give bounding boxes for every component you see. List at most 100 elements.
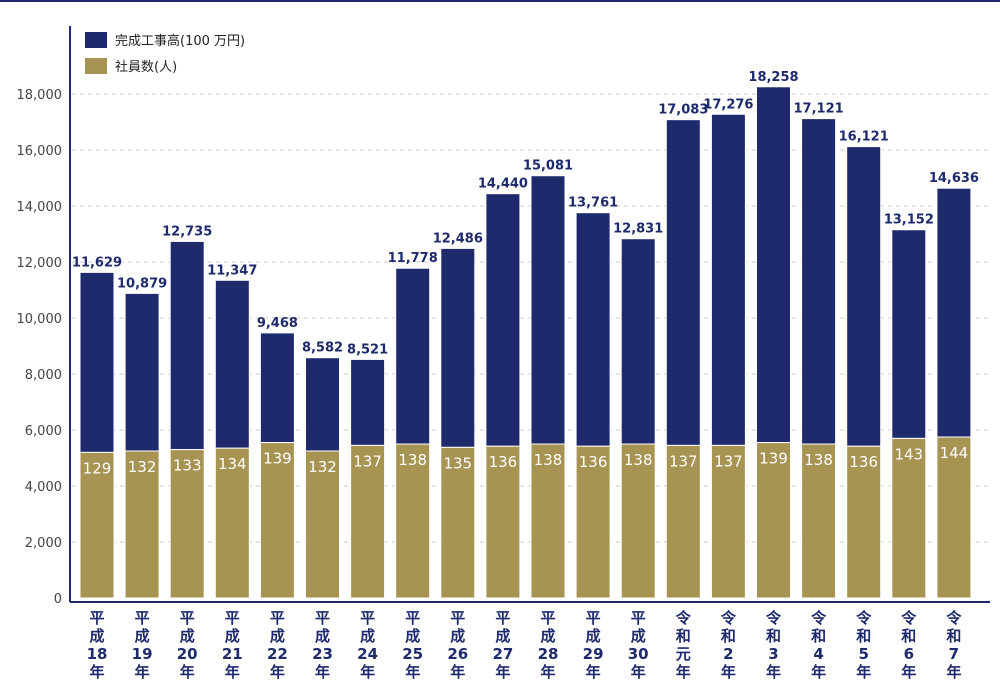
x-tick-label: 29	[583, 645, 604, 663]
y-axis-ticks: 0 2,000 4,000 6,000 8,000 10,000 12,000 14,000 1…	[17, 88, 63, 607]
x-tick-label: 令	[766, 609, 782, 627]
x-tick-label: 年	[676, 663, 691, 681]
y-tick-label: 12,000	[17, 256, 63, 271]
bar-sales	[440, 247, 476, 448]
x-tick-label: 3	[768, 645, 778, 663]
x-tick-label: 26	[447, 645, 468, 663]
bar-employees	[891, 437, 927, 599]
x-tick-label: 年	[901, 663, 916, 681]
bar-sales	[710, 113, 746, 446]
value-label-employees: 136	[849, 453, 878, 471]
legend-swatch-employees	[85, 58, 107, 74]
bar-employees	[124, 450, 160, 599]
x-tick-label: 平	[270, 609, 285, 627]
bar-sales	[575, 212, 611, 447]
x-tick-label: 年	[811, 663, 826, 681]
x-tick-label: 和	[766, 627, 781, 645]
x-tick-label: 5	[858, 645, 868, 663]
x-tick-label: 平	[450, 609, 465, 627]
bar-sales	[801, 118, 837, 445]
x-tick-label: 19	[132, 645, 153, 663]
x-tick-label: 年	[360, 663, 375, 681]
bar-sales	[891, 229, 927, 439]
y-tick-label: 8,000	[25, 368, 62, 383]
value-label-sales: 11,629	[72, 255, 122, 270]
x-tick-label: 成	[225, 627, 240, 645]
value-label-sales: 9,468	[257, 316, 298, 331]
y-tick-label: 14,000	[17, 200, 63, 215]
x-tick-label: 平	[631, 609, 646, 627]
y-tick-label: 16,000	[17, 144, 63, 159]
x-tick-label: 年	[89, 663, 104, 681]
top-rule	[0, 0, 1000, 2]
bar-sales	[665, 119, 701, 446]
x-tick-label: 和	[946, 627, 961, 645]
value-label-sales: 12,486	[433, 231, 483, 246]
value-label-sales: 17,083	[658, 103, 708, 118]
x-tick-label: 令	[946, 609, 962, 627]
x-tick-label: 21	[222, 645, 243, 663]
bars	[79, 86, 972, 599]
value-label-employees: 138	[804, 451, 833, 469]
x-tick-label: 年	[495, 663, 510, 681]
bar-employees	[214, 447, 250, 599]
x-tick-label: 和	[901, 627, 916, 645]
x-tick-label: 18	[87, 645, 108, 663]
y-tick-label: 0	[54, 592, 62, 607]
bar-employees	[846, 445, 882, 599]
x-tick-label: 平	[586, 609, 601, 627]
x-tick-label: 平	[405, 609, 420, 627]
x-tick-label: 成	[586, 627, 601, 645]
x-tick-label: 平	[225, 609, 240, 627]
bar-employees	[710, 444, 746, 599]
value-label-employees: 132	[128, 458, 157, 476]
bar-employees	[665, 444, 701, 599]
x-tick-label: 27	[492, 645, 513, 663]
x-tick-label: 30	[628, 645, 649, 663]
bar-sales	[214, 279, 250, 449]
bar-employees	[485, 445, 521, 599]
bar-employees	[259, 442, 295, 599]
x-tick-label: 和	[721, 627, 736, 645]
x-tick-label: 年	[405, 663, 420, 681]
bar-sales	[169, 240, 205, 451]
bar-employees	[756, 442, 791, 599]
value-label-employees: 137	[669, 452, 698, 470]
x-axis-labels: 平成18年平成19年平成20年平成21年平成22年平成23年平成24年平成25年…	[87, 609, 963, 681]
bar-sales	[79, 271, 115, 453]
x-tick-label: 年	[225, 663, 240, 681]
x-tick-label: 成	[270, 627, 285, 645]
x-tick-label: 年	[631, 663, 646, 681]
x-tick-label: 平	[135, 609, 150, 627]
x-tick-label: 4	[813, 645, 823, 663]
x-tick-label: 令	[901, 609, 917, 627]
x-tick-label: 成	[360, 627, 375, 645]
bar-employees	[395, 443, 431, 599]
x-tick-label: 23	[312, 645, 333, 663]
x-tick-label: 2	[723, 645, 733, 663]
x-tick-label: 平	[315, 609, 330, 627]
value-label-employees: 144	[940, 444, 969, 462]
x-tick-label: 年	[540, 663, 555, 681]
x-tick-label: 7	[949, 645, 959, 663]
x-tick-label: 年	[180, 663, 195, 681]
bar-employees	[350, 444, 386, 599]
bar-sales	[124, 292, 160, 452]
value-label-sales: 15,081	[523, 159, 573, 174]
bar-employees	[801, 443, 837, 599]
value-label-employees: 136	[489, 453, 518, 471]
value-label-sales: 13,761	[568, 196, 618, 211]
value-label-sales: 16,121	[839, 130, 889, 145]
value-label-sales: 17,121	[794, 102, 844, 117]
bar-sales	[305, 357, 340, 452]
y-tick-label: 2,000	[25, 536, 62, 551]
x-tick-label: 年	[135, 663, 150, 681]
bar-sales	[936, 187, 972, 438]
bar-employees	[530, 443, 566, 599]
value-label-employees: 134	[218, 455, 247, 473]
value-label-employees: 143	[894, 445, 923, 463]
value-label-sales: 14,636	[929, 171, 979, 186]
data-labels: 11,629 129 10,879 132 12,735 133 11,347 134 9,46…	[72, 70, 979, 478]
value-label-sales: 10,879	[117, 276, 167, 291]
